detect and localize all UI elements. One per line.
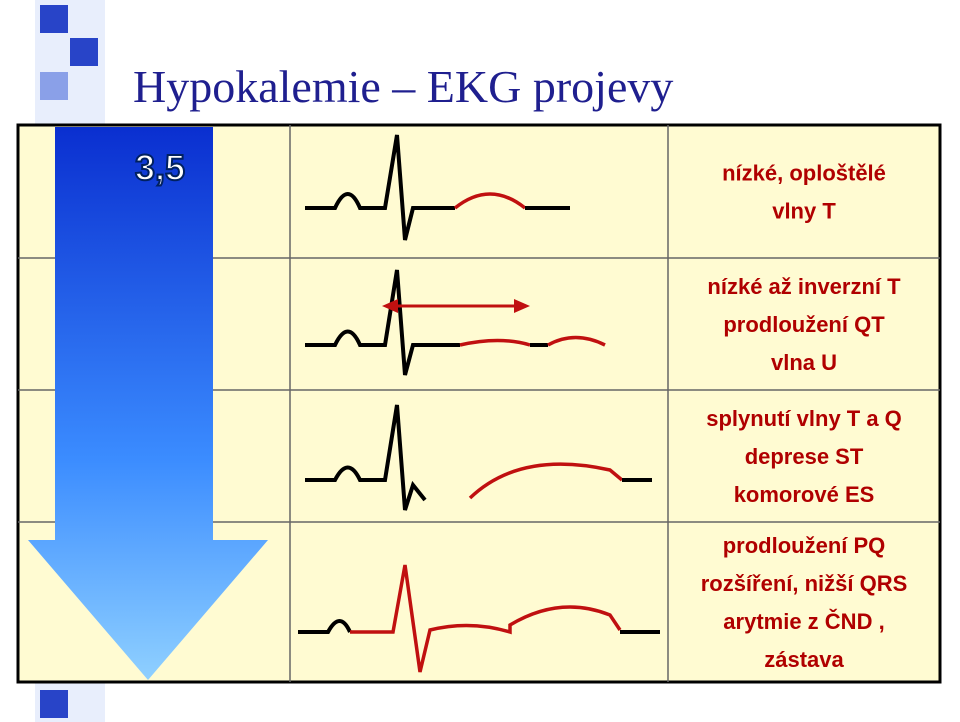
row-text: prodloužení QT (723, 312, 885, 337)
row-text: deprese ST (745, 444, 864, 469)
row-text: vlny T (772, 199, 836, 224)
row-text: prodloužení PQ (723, 533, 886, 558)
row-text: nízké až inverzní T (707, 274, 901, 299)
row-text: komorové ES (734, 482, 875, 507)
ekg-3 (305, 404, 652, 511)
level: 3,5 (135, 147, 185, 188)
ekg-4 (298, 564, 660, 673)
row-texts: nízké, oploštělé vlny T nízké až inverzní … (701, 161, 908, 673)
row-text: rozšíření, nižší QRS (701, 571, 908, 596)
arrow (28, 127, 268, 680)
row-text: vlna U (771, 350, 837, 375)
row-text: nízké, oploštělé (722, 161, 886, 186)
title: Hypokalemie – EKG projevy (133, 61, 673, 112)
row-text: zástava (764, 647, 844, 672)
ekg-2 (305, 269, 606, 376)
ekg-1 (305, 134, 570, 241)
row-text: arytmie z ČND , (723, 609, 884, 634)
row-text: splynutí vlny T a Q (706, 406, 902, 431)
